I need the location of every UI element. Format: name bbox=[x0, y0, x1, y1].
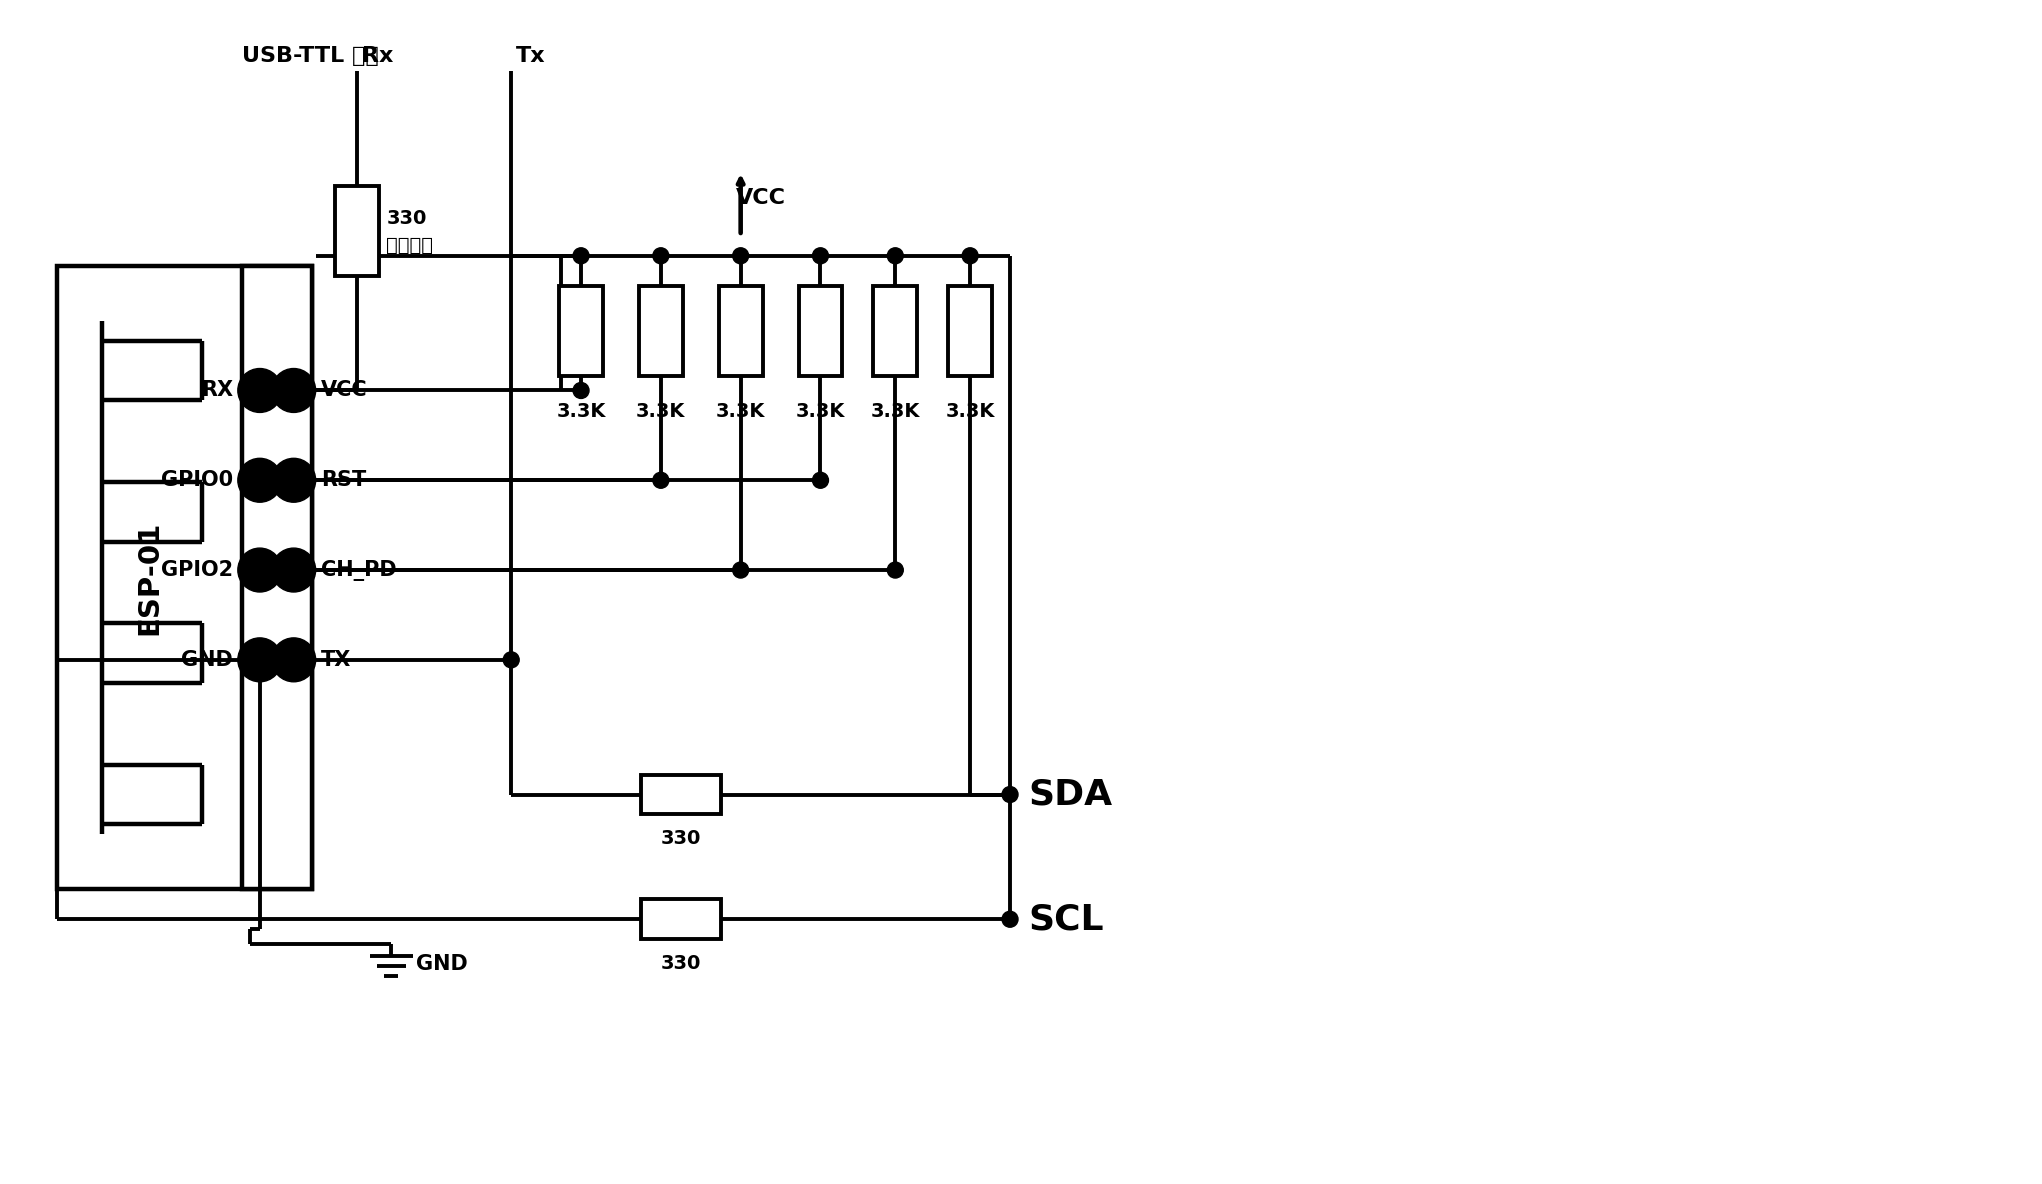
Text: Rx: Rx bbox=[361, 46, 392, 66]
Text: 保护电阵: 保护电阵 bbox=[386, 237, 433, 256]
Circle shape bbox=[574, 247, 588, 264]
Circle shape bbox=[1003, 912, 1019, 927]
Bar bbox=[798, 285, 843, 375]
Text: VCC: VCC bbox=[735, 188, 786, 208]
Circle shape bbox=[888, 247, 903, 264]
Circle shape bbox=[272, 458, 317, 502]
Bar bbox=[57, 265, 312, 889]
Text: GND: GND bbox=[417, 954, 468, 974]
Text: SDA: SDA bbox=[1027, 778, 1113, 811]
Bar bbox=[560, 285, 602, 375]
Circle shape bbox=[502, 652, 519, 668]
Bar bbox=[639, 285, 682, 375]
Text: 330: 330 bbox=[662, 954, 700, 973]
Text: USB-TTL 模块: USB-TTL 模块 bbox=[241, 46, 378, 66]
Circle shape bbox=[272, 548, 317, 592]
Circle shape bbox=[237, 368, 282, 412]
Bar bbox=[335, 186, 378, 276]
Text: 3.3K: 3.3K bbox=[870, 403, 921, 422]
Circle shape bbox=[653, 247, 670, 264]
Text: VCC: VCC bbox=[321, 380, 368, 400]
Circle shape bbox=[237, 548, 282, 592]
Circle shape bbox=[653, 472, 670, 488]
Text: SCL: SCL bbox=[1027, 902, 1103, 937]
Circle shape bbox=[237, 458, 282, 502]
Text: ESP-01: ESP-01 bbox=[135, 520, 163, 635]
Circle shape bbox=[813, 472, 829, 488]
Text: 3.3K: 3.3K bbox=[637, 403, 686, 422]
Text: RST: RST bbox=[321, 470, 366, 490]
Circle shape bbox=[272, 638, 317, 682]
Circle shape bbox=[574, 382, 588, 399]
Text: CH_PD: CH_PD bbox=[321, 560, 396, 580]
Text: TX: TX bbox=[321, 650, 351, 670]
Bar bbox=[241, 265, 312, 889]
Circle shape bbox=[888, 562, 903, 578]
Bar bbox=[641, 900, 721, 939]
Text: GPIO0: GPIO0 bbox=[161, 470, 233, 490]
Text: Tx: Tx bbox=[517, 46, 545, 66]
Circle shape bbox=[1003, 786, 1019, 803]
Text: GND: GND bbox=[182, 650, 233, 670]
Circle shape bbox=[272, 368, 317, 412]
Text: 3.3K: 3.3K bbox=[796, 403, 845, 422]
Text: 3.3K: 3.3K bbox=[945, 403, 994, 422]
Text: GPIO2: GPIO2 bbox=[161, 560, 233, 580]
Text: 330: 330 bbox=[386, 210, 427, 229]
Bar bbox=[874, 285, 917, 375]
Bar bbox=[719, 285, 762, 375]
Bar bbox=[641, 774, 721, 815]
Circle shape bbox=[813, 247, 829, 264]
Circle shape bbox=[733, 247, 749, 264]
Circle shape bbox=[733, 562, 749, 578]
Text: RX: RX bbox=[200, 380, 233, 400]
Text: 3.3K: 3.3K bbox=[717, 403, 766, 422]
Circle shape bbox=[962, 247, 978, 264]
Bar bbox=[947, 285, 992, 375]
Text: 330: 330 bbox=[662, 830, 700, 849]
Circle shape bbox=[237, 638, 282, 682]
Text: 3.3K: 3.3K bbox=[555, 403, 606, 422]
